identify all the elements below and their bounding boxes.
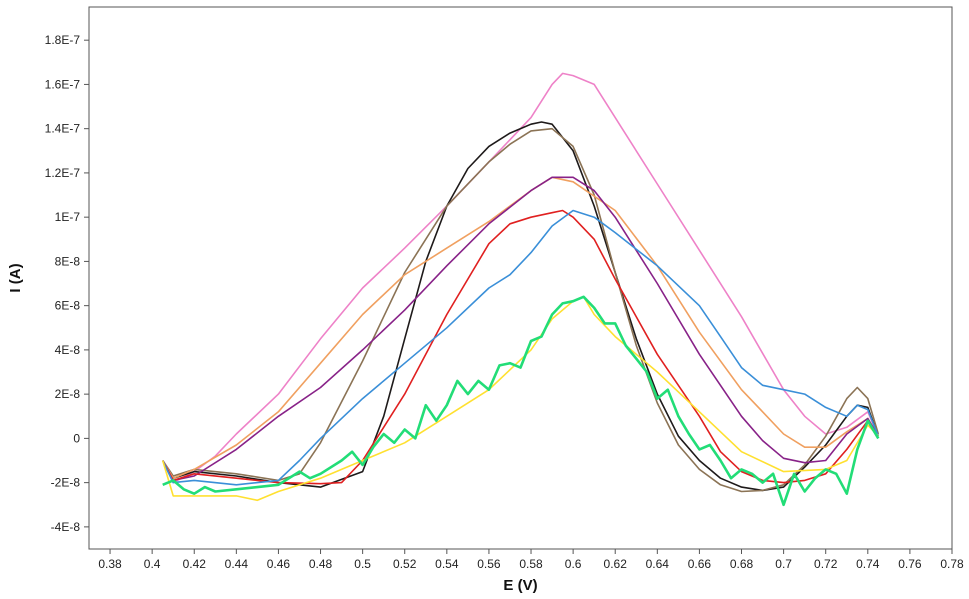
y-tick-label: 8E-8 bbox=[55, 254, 81, 268]
y-tick-label: 1.8E-7 bbox=[45, 33, 81, 47]
y-tick-label: 2E-8 bbox=[55, 387, 81, 401]
x-tick-label: 0.5 bbox=[354, 557, 371, 571]
y-tick-label: 6E-8 bbox=[55, 299, 81, 313]
x-tick-label: 0.76 bbox=[898, 557, 922, 571]
x-tick-label: 0.74 bbox=[856, 557, 880, 571]
x-tick-label: 0.56 bbox=[477, 557, 501, 571]
x-axis: 0.38 0.4 0.42 0.44 0.46 0.48 0.5 0.52 0.54 0.56 0.… bbox=[98, 549, 964, 571]
x-tick-label: 0.72 bbox=[814, 557, 838, 571]
y-tick-label: 1E-7 bbox=[55, 210, 81, 224]
y-tick-label: 4E-8 bbox=[55, 343, 81, 357]
x-tick-label: 0.52 bbox=[393, 557, 417, 571]
x-tick-label: 0.6 bbox=[565, 557, 582, 571]
x-tick-label: 0.78 bbox=[940, 557, 964, 571]
x-tick-label: 0.7 bbox=[775, 557, 792, 571]
series-line-3 bbox=[162, 127, 880, 493]
y-tick-label: 1.4E-7 bbox=[45, 122, 81, 136]
x-tick-label: 0.44 bbox=[225, 557, 249, 571]
x-tick-label: 0.42 bbox=[183, 557, 207, 571]
y-tick-label: 0 bbox=[73, 431, 80, 445]
x-tick-label: 0.38 bbox=[98, 557, 122, 571]
series-line-7 bbox=[161, 209, 880, 486]
y-tick-label: -4E-8 bbox=[51, 520, 81, 534]
y-axis-title: I (A) bbox=[7, 263, 24, 292]
x-tick-label: 0.48 bbox=[309, 557, 333, 571]
x-tick-label: 0.68 bbox=[730, 557, 754, 571]
y-tick-label: -2E-8 bbox=[51, 476, 81, 490]
x-tick-label: 0.4 bbox=[144, 557, 161, 571]
series-line-9 bbox=[162, 295, 880, 507]
plot-area bbox=[88, 6, 953, 550]
series-line-5 bbox=[161, 176, 879, 482]
y-tick-label: 1.6E-7 bbox=[45, 77, 81, 91]
y-axis: -4E-8 -2E-8 0 2E-8 4E-8 6E-8 8E-8 1E-7 1.2E-7 1.4… bbox=[45, 33, 89, 534]
x-tick-label: 0.64 bbox=[646, 557, 670, 571]
series-group bbox=[161, 72, 880, 507]
series-line-1 bbox=[161, 72, 880, 484]
series-line-4 bbox=[162, 176, 879, 479]
x-tick-label: 0.58 bbox=[519, 557, 543, 571]
y-tick-label: 1.2E-7 bbox=[45, 166, 81, 180]
x-tick-label: 0.62 bbox=[604, 557, 628, 571]
x-tick-label: 0.66 bbox=[688, 557, 712, 571]
x-tick-label: 0.46 bbox=[267, 557, 291, 571]
x-axis-title: E (V) bbox=[503, 577, 537, 594]
series-line-8 bbox=[161, 296, 879, 502]
x-tick-label: 0.54 bbox=[435, 557, 459, 571]
